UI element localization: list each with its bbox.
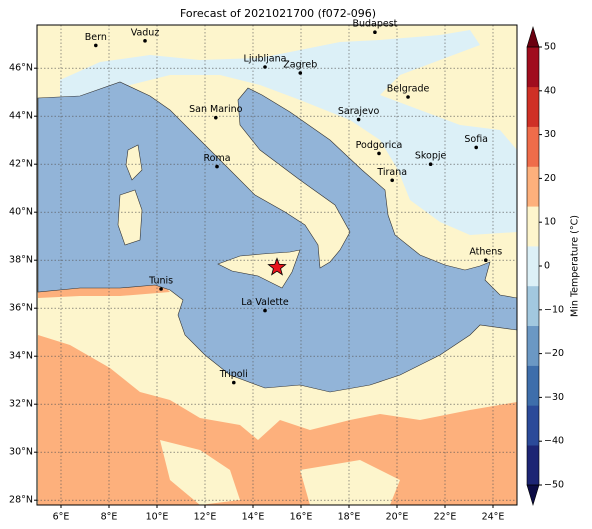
colorbar-band <box>527 285 539 327</box>
colorbar-tick-label: 50 <box>544 42 556 53</box>
x-tick-label: 24°E <box>482 512 505 523</box>
graticule <box>37 25 517 505</box>
title: Forecast of 2021021700 (f072-096) <box>180 7 376 20</box>
colorbar-band <box>527 325 539 366</box>
city-label: Ljubljana <box>244 54 287 65</box>
city-label: La Valette <box>241 297 289 308</box>
map-axes: 6°E 8°E 10°E 12°E 14°E 16°E 18°E 20°E 22°E 24°E 28… <box>9 63 504 523</box>
colorbar-tick-label: 0 <box>544 261 550 272</box>
city-label: Tirana <box>376 167 407 178</box>
colorbar-band <box>527 206 539 247</box>
city-label: Budapest <box>352 19 397 30</box>
x-tick-label: 6°E <box>53 512 70 523</box>
colorbar-tick-label: −30 <box>544 392 564 403</box>
y-tick-label: 28°N <box>9 495 33 506</box>
city-label: Athens <box>469 247 502 258</box>
y-tick-label: 46°N <box>9 63 33 74</box>
y-tick-label: 42°N <box>9 159 33 170</box>
colorbar-tick-label: 40 <box>544 85 556 96</box>
colorbar-extend <box>526 25 540 48</box>
city-dot <box>428 162 433 166</box>
cold-land <box>60 30 517 235</box>
colorbar-tick-label: 10 <box>544 217 556 228</box>
city-dot <box>373 30 377 34</box>
city-label: San Marino <box>189 104 242 115</box>
city-dot <box>214 115 218 120</box>
colorbar-tick-label: −50 <box>544 480 564 491</box>
x-tick-label: 12°E <box>194 512 217 523</box>
colorbar-band <box>527 365 539 406</box>
x-tick-label: 10°E <box>146 512 169 523</box>
city-dot <box>263 308 267 313</box>
city-label: Roma <box>203 153 230 164</box>
city-dot <box>390 178 395 183</box>
colorbar: −50 −40 −30 −20 −10 0 10 20 30 40 50 <box>526 25 564 507</box>
city-dot <box>474 145 479 150</box>
city-label: Skopje <box>415 151 447 162</box>
map-layers <box>37 25 517 505</box>
colorbar-band <box>527 126 539 167</box>
y-tick-label: 34°N <box>9 351 33 362</box>
colorbar-band <box>527 405 539 446</box>
x-tick-label: 20°E <box>386 512 409 523</box>
colorbar-tick-label: 30 <box>544 129 556 140</box>
colorbar-band <box>527 246 539 287</box>
colorbar-band <box>527 166 539 207</box>
city-dot <box>377 151 381 156</box>
city-dot <box>263 65 267 69</box>
city-label: Sofia <box>464 134 488 145</box>
city-dot <box>232 380 236 385</box>
y-tick-label: 36°N <box>9 303 33 314</box>
city-label: Zagreb <box>283 60 317 71</box>
colorbar-extend <box>526 484 540 507</box>
y-tick-label: 44°N <box>9 111 33 122</box>
city-label: Belgrade <box>387 84 430 95</box>
city-dot <box>94 43 98 48</box>
city-label: Bern <box>85 32 107 43</box>
colorbar-tick-label: −40 <box>544 436 564 447</box>
colorbar-band <box>527 445 539 486</box>
city-dot <box>356 117 361 122</box>
city-label: Podgorica <box>356 140 403 151</box>
y-tick-label: 40°N <box>9 207 33 218</box>
warm-patch <box>160 440 400 505</box>
city-label: Vaduz <box>131 27 160 38</box>
city-dot <box>484 258 488 263</box>
map-frame <box>36 24 518 506</box>
colorbar-tick-label: −10 <box>544 304 564 315</box>
x-tick-label: 16°E <box>290 512 313 523</box>
star-marker <box>267 257 287 276</box>
city-label: Sarajevo <box>338 106 380 117</box>
city-label: Tripoli <box>219 369 248 380</box>
x-tick-label: 14°E <box>242 512 265 523</box>
x-tick-label: 22°E <box>434 512 457 523</box>
city-dot <box>406 95 410 99</box>
sea <box>37 81 517 393</box>
x-tick-label: 18°E <box>338 512 361 523</box>
city-dot <box>159 287 163 291</box>
city-dot <box>215 164 219 169</box>
y-tick-label: 30°N <box>9 447 33 458</box>
colorbar-tick-label: 20 <box>544 173 556 184</box>
city-dot <box>143 39 147 43</box>
city-label: Tunis <box>148 276 173 287</box>
colorbar-band <box>527 86 539 127</box>
y-tick-label: 32°N <box>9 399 33 410</box>
x-tick-label: 8°E <box>101 512 118 523</box>
city-dot <box>298 71 303 75</box>
colorbar-label: Min Temperature (°C) <box>570 215 581 317</box>
y-tick-label: 38°N <box>9 255 33 266</box>
colorbar-band <box>527 47 539 88</box>
colorbar-tick-label: −20 <box>544 348 564 359</box>
